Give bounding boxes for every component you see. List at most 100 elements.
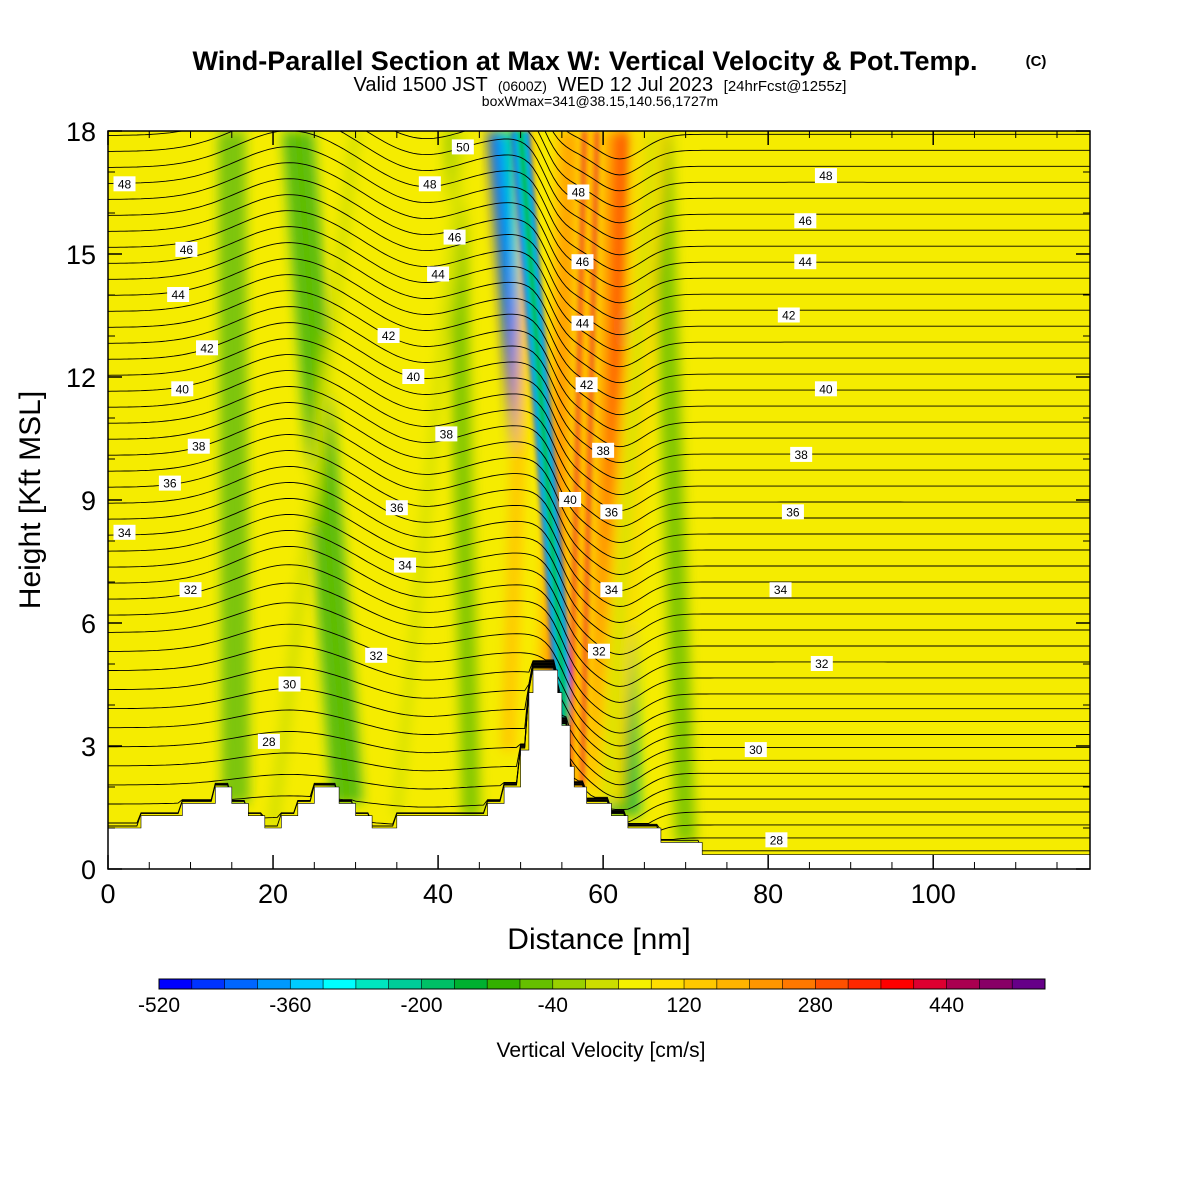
theta-label: 32 [810, 656, 833, 671]
theta-contour [108, 354, 1090, 496]
colorbar-swatch [618, 979, 652, 989]
theta-label: 32 [588, 643, 610, 659]
colorbar-swatch [454, 979, 488, 989]
colorbar-tick-label: -360 [269, 994, 311, 1017]
theta-label-bg [427, 266, 450, 282]
colorbar-swatch [159, 979, 193, 989]
theta-label-text: 42 [782, 309, 796, 323]
theta-label: 40 [402, 369, 425, 384]
theta-contour [108, 664, 1090, 823]
theta-label-text: 48 [572, 186, 586, 200]
theta-label-text: 38 [192, 440, 206, 454]
colorbar-frame [158, 978, 1046, 990]
y-tick-label: 9 [81, 486, 96, 516]
theta-label-bg [790, 446, 813, 462]
theta-label: 44 [167, 287, 190, 302]
colorbar-swatch [388, 979, 422, 989]
theta-contour [393, 131, 1090, 224]
theta-label: 50 [451, 139, 474, 155]
chart-title: Wind-Parallel Section at Max W: Vertical… [193, 46, 978, 76]
theta-label-bg [781, 504, 804, 520]
theta-label-bg [435, 426, 458, 442]
theta-label: 48 [418, 176, 441, 192]
terrain-mask [108, 669, 1090, 869]
theta-label-text: 32 [370, 649, 384, 663]
theta-label-text: 38 [440, 427, 454, 441]
theta-label: 48 [814, 168, 837, 184]
theta-label-bg [179, 582, 202, 598]
theta-contour [108, 545, 1090, 687]
theta-label-bg [559, 492, 582, 507]
theta-contour [108, 602, 1090, 734]
velocity-field [220, 131, 695, 843]
theta-label-text: 40 [176, 382, 190, 396]
colorbar-tick-label: -200 [400, 994, 442, 1017]
theta-contour [108, 666, 1090, 840]
theta-label-bg [794, 213, 817, 229]
theta-contour [108, 146, 1090, 288]
theta-contour [108, 661, 1090, 773]
theta-label-bg [418, 176, 441, 192]
theta-label-text: 48 [118, 177, 132, 191]
theta-label-text: 36 [390, 501, 404, 515]
colorbar-swatch [979, 979, 1013, 989]
theta-contour [108, 131, 1090, 272]
valid-utc: (0600Z) [498, 78, 547, 94]
theta-label-text: 44 [799, 255, 813, 269]
theta-contour [108, 131, 1090, 240]
theta-label-bg [257, 733, 280, 749]
theta-label-bg [592, 442, 615, 458]
theta-label-text: 40 [563, 493, 577, 507]
theta-label: 38 [187, 438, 210, 454]
x-tick-label: 60 [588, 879, 618, 909]
downdraft-band [452, 131, 474, 816]
theta-contour [565, 131, 1090, 160]
colorbar-swatch [519, 979, 554, 989]
x-tick-label: 100 [911, 879, 956, 909]
y-tick-label: 15 [66, 240, 96, 270]
theta-label-bg [113, 176, 136, 192]
colorbar-swatch [913, 979, 947, 989]
theta-label-bg [588, 643, 610, 659]
colorbar-swatch [946, 979, 980, 989]
theta-label: 28 [257, 733, 280, 749]
theta-label-text: 50 [456, 140, 470, 154]
theta-contour [108, 402, 1090, 544]
theta-label: 30 [278, 676, 301, 692]
colorbar-swatch [421, 979, 455, 989]
theta-label-text: 46 [799, 214, 813, 228]
theta-label-text: 44 [171, 288, 185, 302]
theta-label-bg [171, 381, 194, 397]
theta-contour [108, 661, 1090, 786]
theta-contour [108, 338, 1090, 480]
theta-label-bg [187, 438, 210, 454]
theta-label: 44 [427, 266, 450, 282]
theta-label-text: 46 [576, 255, 590, 269]
theta-contour [108, 386, 1090, 528]
theta-label-bg [377, 328, 400, 343]
theta-label-text: 38 [596, 444, 610, 458]
theta-label-text: 42 [382, 329, 396, 343]
theta-label-text: 40 [819, 382, 833, 396]
colorbar-swatch [487, 979, 521, 989]
theta-label: 38 [592, 442, 615, 458]
theta-label-text: 44 [576, 317, 590, 331]
theta-label-text: 32 [815, 657, 829, 671]
theta-label-bg [385, 500, 408, 516]
theta-label: 44 [571, 315, 594, 331]
theta-contour [108, 450, 1090, 591]
theta-contour [108, 663, 1090, 810]
theta-label: 36 [600, 504, 623, 520]
colorbar-tick-label: -40 [538, 994, 568, 1017]
theta-label-bg [158, 475, 181, 491]
y-tick-label: 3 [81, 732, 96, 762]
valid-prefix: Valid 1500 JST [354, 74, 488, 96]
colorbar-swatch [552, 979, 586, 989]
theta-label-bg [744, 742, 767, 758]
theta-label: 30 [744, 742, 767, 758]
theta-label-bg [167, 287, 190, 302]
theta-label-bg [794, 254, 817, 270]
theta-label: 46 [175, 241, 198, 257]
